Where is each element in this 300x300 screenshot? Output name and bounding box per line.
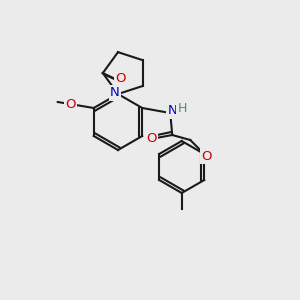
Text: O: O: [65, 98, 76, 110]
Text: O: O: [201, 149, 211, 163]
Text: N: N: [110, 86, 120, 100]
Text: H: H: [178, 101, 187, 115]
Text: O: O: [115, 73, 125, 85]
Text: N: N: [167, 104, 177, 118]
Text: O: O: [146, 131, 157, 145]
